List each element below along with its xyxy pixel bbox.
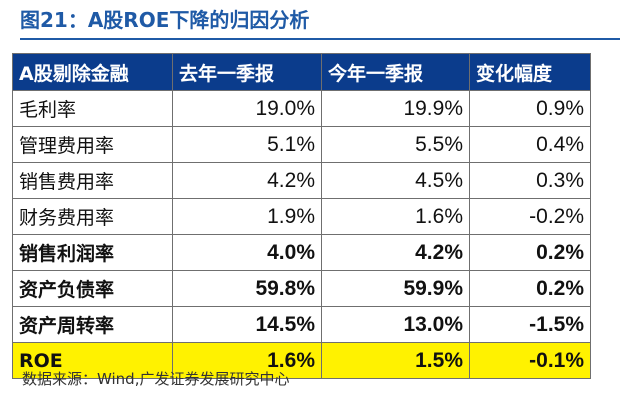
last-year-value: 59.8%: [172, 270, 322, 307]
title-divider: [20, 38, 620, 40]
last-year-value: 1.9%: [172, 198, 322, 235]
table-row: 管理费用率 5.1% 5.5% 0.4%: [12, 126, 591, 163]
this-year-value: 5.5%: [321, 126, 470, 163]
this-year-value: 59.9%: [321, 270, 470, 307]
header-this-year-q1: 今年一季报: [321, 53, 470, 91]
change-value: -0.2%: [469, 198, 591, 235]
table-row: 财务费用率 1.9% 1.6% -0.2%: [12, 198, 591, 235]
row-label: ROE: [12, 342, 173, 379]
header-category: A股剔除金融: [12, 53, 173, 91]
row-label: 销售利润率: [12, 234, 173, 271]
row-label: 销售费用率: [12, 162, 173, 199]
figure-title: 图21：A股ROE下降的归因分析: [20, 8, 310, 32]
table-row: 资产负债率 59.8% 59.9% 0.2%: [12, 270, 591, 307]
row-label: 资产周转率: [12, 306, 173, 343]
roe-row: ROE 1.6% 1.5% -0.1%: [12, 342, 591, 379]
this-year-value: 19.9%: [321, 90, 470, 127]
table-row: 资产周转率 14.5% 13.0% -1.5%: [12, 306, 591, 343]
change-value: -1.5%: [469, 306, 591, 343]
this-year-value: 13.0%: [321, 306, 470, 343]
table-row: 销售费用率 4.2% 4.5% 0.3%: [12, 162, 591, 199]
last-year-value: 5.1%: [172, 126, 322, 163]
last-year-value: 4.0%: [172, 234, 322, 271]
this-year-value: 4.2%: [321, 234, 470, 271]
this-year-value: 1.6%: [321, 198, 470, 235]
last-year-value: 14.5%: [172, 306, 322, 343]
roe-attribution-table: A股剔除金融 去年一季报 今年一季报 变化幅度 毛利率 19.0% 19.9% …: [12, 53, 591, 379]
source-note: 数据来源：Wind,广发证券发展研究中心: [22, 370, 290, 388]
last-year-value: 19.0%: [172, 90, 322, 127]
table-header-row: A股剔除金融 去年一季报 今年一季报 变化幅度: [12, 53, 591, 91]
change-value: 0.4%: [469, 126, 591, 163]
this-year-value: 1.5%: [321, 342, 470, 379]
last-year-value: 4.2%: [172, 162, 322, 199]
change-value: 0.2%: [469, 234, 591, 271]
this-year-value: 4.5%: [321, 162, 470, 199]
table-row: 毛利率 19.0% 19.9% 0.9%: [12, 90, 591, 127]
header-change: 变化幅度: [469, 53, 591, 91]
header-last-year-q1: 去年一季报: [172, 53, 322, 91]
change-value: 0.3%: [469, 162, 591, 199]
row-label: 财务费用率: [12, 198, 173, 235]
table-row: 销售利润率 4.0% 4.2% 0.2%: [12, 234, 591, 271]
change-value: 0.9%: [469, 90, 591, 127]
change-value: 0.2%: [469, 270, 591, 307]
row-label: 管理费用率: [12, 126, 173, 163]
change-value: -0.1%: [469, 342, 591, 379]
row-label: 资产负债率: [12, 270, 173, 307]
row-label: 毛利率: [12, 90, 173, 127]
